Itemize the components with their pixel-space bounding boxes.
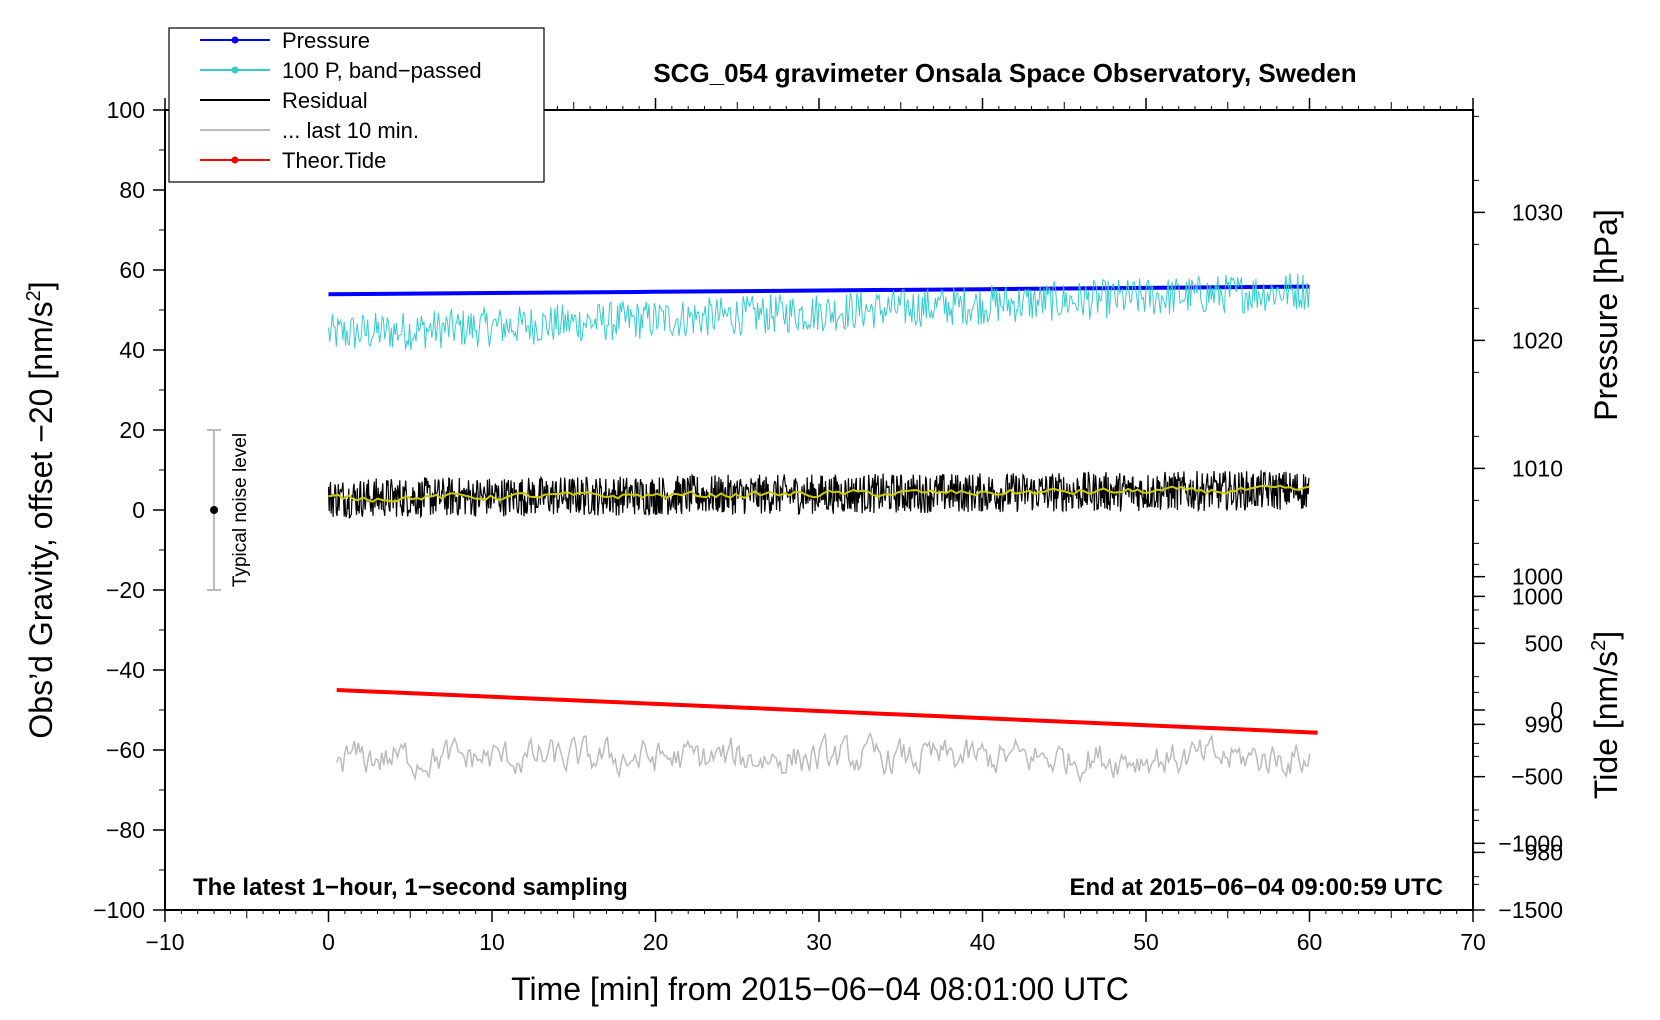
y-tick-label: −100 — [93, 897, 145, 923]
x-tick-label: 20 — [643, 929, 669, 955]
legend-label: 100 P, band−passed — [282, 58, 482, 83]
x-tick-label: −10 — [145, 929, 184, 955]
tide-tick-label: −1000 — [1498, 830, 1563, 856]
tide-tick-label: −500 — [1511, 764, 1563, 790]
series-theor-tide — [336, 688, 1318, 735]
pressure-tick-label: 1030 — [1512, 199, 1563, 225]
y-axis-title-main: Obs’d Gravity, offset −20 [nm/s — [23, 301, 59, 738]
tide-axis-title-close: ] — [1588, 631, 1624, 640]
y-tick-label: −40 — [106, 657, 145, 683]
x-tick-label: 60 — [1297, 929, 1323, 955]
legend-label: Pressure — [282, 28, 370, 53]
legend-marker — [231, 66, 239, 74]
noise-level-indicator — [207, 429, 222, 591]
y-tick-label: 100 — [107, 97, 145, 123]
series-residual-smoothed — [328, 484, 1310, 503]
pressure-tick-label: 990 — [1525, 711, 1563, 737]
tide-tick-label: 0 — [1550, 697, 1563, 723]
x-tick-label: 70 — [1460, 929, 1486, 955]
legend-label: ... last 10 min. — [282, 118, 419, 143]
y-tick-label: −60 — [106, 737, 145, 763]
pressure-axis-title: Pressure [hPa] — [1588, 209, 1624, 421]
noise-level-label: Typical noise level — [230, 433, 251, 587]
legend-marker — [231, 156, 239, 164]
series-last-10-min — [335, 731, 1311, 784]
pressure-tick-label: 1020 — [1512, 327, 1563, 353]
y-tick-label: 20 — [119, 417, 145, 443]
legend-marker — [231, 36, 239, 44]
left-annotation: The latest 1−hour, 1−second sampling — [193, 874, 628, 901]
data-series — [327, 273, 1318, 784]
x-axis-title: Time [min] from 2015−06−04 08:01:00 UTC — [511, 971, 1129, 1007]
legend-box — [168, 27, 545, 183]
y-axis-title-sup: 2 — [23, 290, 45, 301]
chart-title: SCG_054 gravimeter Onsala Space Observat… — [653, 58, 1356, 88]
tide-axis-title-main: Tide [nm/s — [1588, 651, 1624, 799]
noise-bar-center — [210, 506, 219, 514]
axis-ticks — [153, 98, 1485, 922]
tide-axis-title-sup: 2 — [1588, 640, 1610, 651]
pressure-tick-label: 1010 — [1512, 455, 1563, 481]
y-tick-label: 0 — [132, 497, 145, 523]
y-axis-title-close: ] — [23, 281, 59, 290]
tick-labels: −10 0 10 20 30 40 50 60 70−100−80−60−40−20020406… — [93, 97, 1563, 955]
x-tick-label: 10 — [479, 929, 505, 955]
y-tick-label: −80 — [106, 817, 145, 843]
y-tick-label: 60 — [119, 257, 145, 283]
legend: Pressure 100 P, band−passed Residual ... la… — [168, 27, 545, 183]
pressure-tick-label: 980 — [1525, 839, 1563, 865]
tide-tick-label: 500 — [1525, 630, 1563, 656]
x-tick-label: 30 — [806, 929, 832, 955]
y-tick-label: 40 — [119, 337, 145, 363]
legend-label: Theor.Tide — [282, 148, 386, 173]
legend-label: Residual — [282, 88, 368, 113]
tide-tick-label: −1500 — [1498, 897, 1563, 923]
pressure-tick-label: 1000 — [1512, 583, 1563, 609]
right-annotation: End at 2015−06−04 09:00:59 UTC — [1069, 874, 1443, 901]
series-residual — [327, 470, 1310, 519]
tide-axis-title: Tide [nm/s2] — [1588, 631, 1624, 799]
tide-tick-label: 1000 — [1512, 564, 1563, 590]
y-axis-title: Obs’d Gravity, offset −20 [nm/s2] — [23, 281, 59, 738]
x-tick-label: 0 — [322, 929, 335, 955]
series-band-passed — [328, 273, 1310, 351]
y-tick-label: 80 — [119, 177, 145, 203]
x-tick-label: 40 — [970, 929, 996, 955]
x-tick-label: 50 — [1133, 929, 1159, 955]
y-tick-label: −20 — [106, 577, 145, 603]
